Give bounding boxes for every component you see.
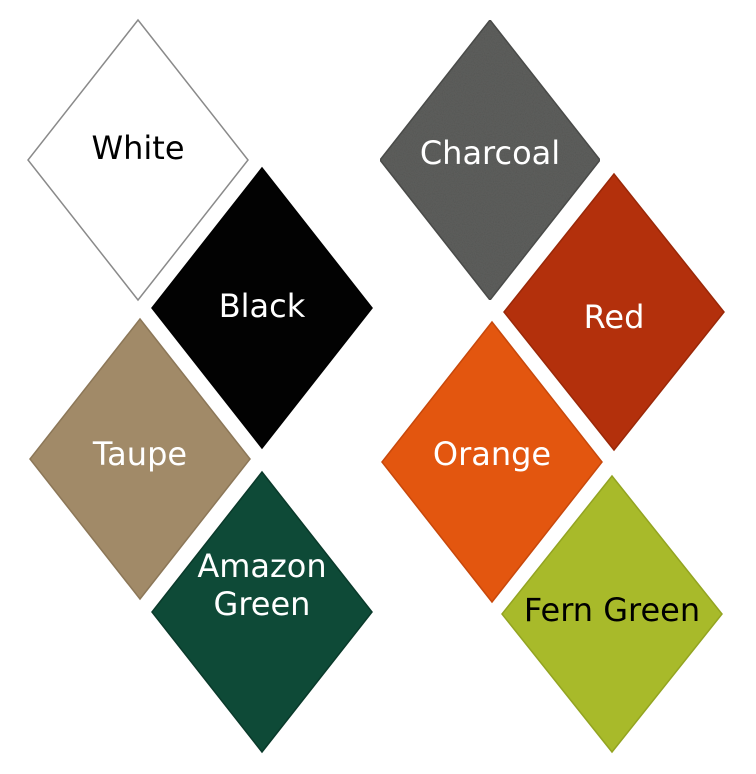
swatch-fern-green: Fern Green	[501, 474, 723, 754]
swatch-label-charcoal: Charcoal	[420, 134, 560, 172]
swatch-charcoal: Charcoal	[379, 18, 601, 302]
swatch-label-red: Red	[584, 298, 645, 336]
swatch-label-fern-green: Fern Green	[524, 591, 700, 629]
swatch-red: Red	[503, 172, 725, 452]
swatch-diamond-red	[503, 172, 725, 452]
swatch-diamond-white	[27, 18, 249, 302]
swatch-diamond-orange	[381, 320, 603, 604]
swatch-label-black: Black	[219, 287, 306, 325]
swatch-diamond-charcoal	[379, 18, 601, 302]
swatch-label-amazon-green-line-2: Green	[214, 585, 311, 623]
swatch-orange: Orange	[381, 320, 603, 604]
swatch-diamond-fern-green	[501, 474, 723, 754]
swatch-black: Black	[151, 166, 373, 450]
swatch-diamond-amazon-green	[151, 470, 373, 754]
swatch-taupe: Taupe	[29, 317, 251, 601]
swatch-white: White	[27, 18, 249, 302]
swatch-diamond-taupe	[29, 317, 251, 601]
swatch-label-amazon-green-line-1: Amazon	[197, 547, 326, 585]
swatch-label-taupe: Taupe	[92, 435, 187, 473]
swatch-label-white: White	[91, 129, 184, 167]
swatch-diamond-black	[151, 166, 373, 450]
swatch-label-orange: Orange	[433, 435, 551, 473]
